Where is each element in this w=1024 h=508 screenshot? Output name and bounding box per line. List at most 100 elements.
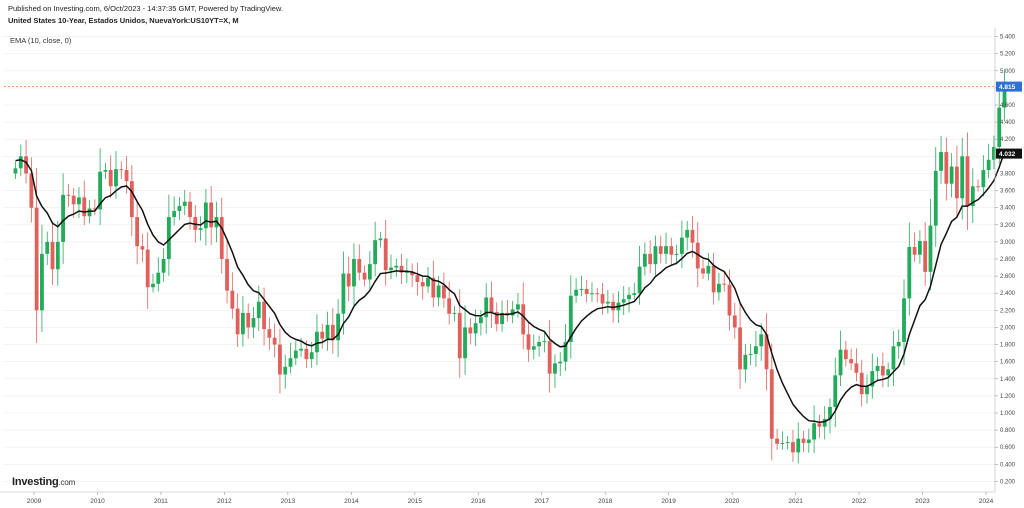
candle-up — [203, 202, 208, 229]
candle-down — [494, 312, 499, 325]
candle-up — [706, 265, 711, 274]
candle-up — [251, 318, 256, 328]
candle-up — [394, 265, 399, 268]
candle-up — [13, 168, 18, 174]
candle-down — [955, 166, 959, 199]
candle-up — [590, 293, 594, 295]
candle-down — [648, 253, 653, 265]
candle-down — [108, 170, 113, 187]
candle-up — [40, 253, 44, 311]
candle-down — [129, 181, 134, 218]
candle-up — [679, 237, 684, 254]
candle-down — [468, 327, 473, 334]
candle-up — [156, 272, 161, 284]
candle-up — [426, 277, 430, 287]
candle-down — [441, 285, 446, 299]
y-tick-label: 0.400 — [1000, 462, 1016, 468]
candle-up — [568, 295, 573, 342]
candle-up — [949, 166, 954, 184]
candle-down — [29, 173, 34, 208]
x-tick-label: 2021 — [788, 498, 803, 505]
candle-down — [695, 242, 700, 269]
candle-up — [325, 324, 330, 339]
candle-up — [510, 309, 515, 316]
candle-up — [352, 259, 356, 287]
candle-up — [151, 283, 155, 288]
chart-symbol-title: United States 10-Year, Estados Unidos, N… — [8, 16, 239, 25]
y-tick-label: 1.000 — [1000, 411, 1016, 417]
candle-down — [727, 284, 732, 316]
candle-up — [373, 240, 378, 265]
candle-down — [600, 294, 605, 304]
y-tick-label: 0.800 — [1000, 428, 1016, 434]
candle-down — [34, 207, 39, 311]
candle-up — [553, 363, 557, 374]
last-price-badge: 4.815 — [999, 84, 1016, 91]
y-tick-label: 3.200 — [1000, 223, 1016, 229]
candle-down — [119, 169, 124, 171]
candle-up — [452, 312, 457, 314]
candle-down — [457, 312, 462, 359]
logo-name: Investing — [12, 476, 59, 488]
candle-up — [436, 285, 441, 298]
candle-up — [516, 304, 520, 310]
candle-up — [754, 346, 758, 354]
candle-down — [722, 283, 727, 285]
indicator-legend: EMA (10, close, 0) — [10, 36, 72, 45]
candle-up — [748, 353, 753, 355]
candle-up — [574, 289, 579, 296]
ema-last-badge: 4.032 — [999, 151, 1016, 158]
x-tick-label: 2024 — [979, 498, 994, 505]
candle-up — [299, 348, 303, 351]
candle-down — [410, 271, 415, 276]
candle-down — [50, 241, 55, 270]
candle-up — [77, 197, 81, 205]
candle-down — [849, 359, 854, 364]
candle-up — [98, 171, 103, 210]
candle-up — [917, 241, 922, 255]
candle-down — [859, 372, 864, 395]
candle-down — [193, 217, 198, 230]
candle-up — [838, 349, 843, 376]
candle-down — [188, 201, 192, 218]
candle-down — [420, 282, 425, 287]
candle-up — [161, 259, 166, 273]
x-tick-label: 2014 — [344, 498, 359, 505]
candle-up — [637, 266, 642, 294]
candle-down — [732, 315, 737, 328]
x-tick-label: 2017 — [534, 498, 549, 505]
y-tick-label: 4.600 — [1000, 103, 1016, 109]
candle-up — [256, 301, 261, 319]
candle-down — [711, 265, 716, 293]
candle-down — [66, 194, 71, 196]
time-axis: 2009 2010 2011 2012 2013 2014 2015 2016 2017 2018… — [27, 492, 994, 505]
candle-down — [584, 288, 589, 295]
candle-down — [447, 298, 452, 314]
candle-up — [198, 228, 203, 230]
logo-suffix: .com — [58, 478, 76, 487]
candle-up — [1002, 81, 1007, 108]
candle-down — [71, 195, 76, 205]
candle-up — [780, 442, 785, 444]
candle-up — [759, 334, 764, 347]
candle-up — [182, 201, 187, 206]
candle-down — [304, 348, 309, 360]
candle-down — [399, 265, 404, 273]
candle-down — [658, 246, 663, 254]
candle-down — [738, 327, 742, 370]
y-tick-label: 5.200 — [1000, 52, 1016, 58]
candle-down — [843, 349, 848, 360]
candle-up — [870, 371, 875, 387]
candle-up — [309, 352, 314, 360]
candle-down — [145, 249, 150, 288]
candle-up — [833, 375, 838, 408]
y-tick-label: 3.600 — [1000, 189, 1016, 195]
candle-up — [473, 323, 478, 334]
candle-up — [627, 294, 631, 300]
investing-logo[interactable]: Investing.com — [12, 476, 75, 488]
candle-down — [669, 246, 674, 255]
candle-up — [18, 156, 23, 169]
candle-down — [791, 442, 795, 453]
candle-down — [912, 247, 917, 255]
